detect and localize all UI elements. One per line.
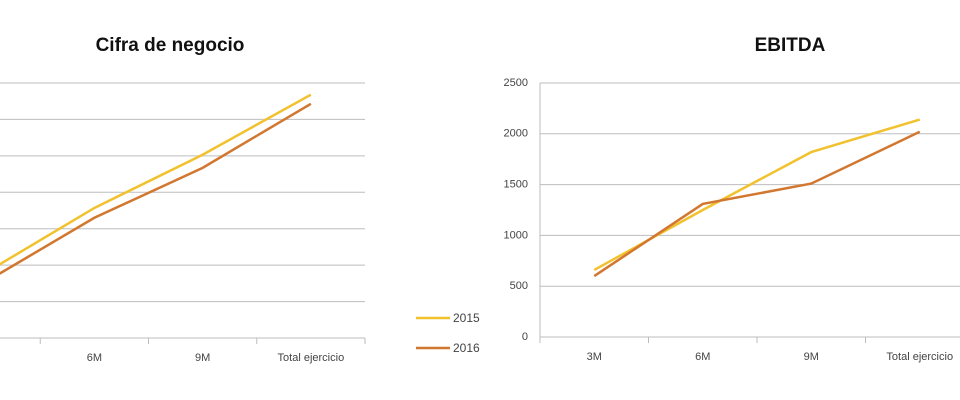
y-tick-label: 500 <box>510 280 528 292</box>
x-tick-label: Total ejercicio <box>886 351 953 363</box>
chart-title: Cifra de negocio <box>96 35 245 56</box>
chart-title: EBITDA <box>755 35 826 56</box>
legend-label: 2015 <box>453 311 480 325</box>
y-tick-label: 1000 <box>504 229 528 241</box>
x-tick-label: 3M <box>587 351 602 363</box>
x-tick-label: 9M <box>195 352 210 364</box>
y-tick-label: 2000 <box>504 128 528 140</box>
x-tick-label: Total ejercicio <box>278 352 345 364</box>
series-line <box>593 130 921 278</box>
y-tick-label: 0 <box>522 331 528 343</box>
x-tick-label: 6M <box>695 351 710 363</box>
y-tick-label: 2500 <box>504 77 528 89</box>
x-tick-label: 9M <box>804 351 819 363</box>
series-line <box>0 93 312 266</box>
y-tick-label: 1500 <box>504 179 528 191</box>
x-tick-label: 6M <box>87 352 102 364</box>
series-line <box>0 102 312 275</box>
legend-label: 2016 <box>453 341 480 355</box>
